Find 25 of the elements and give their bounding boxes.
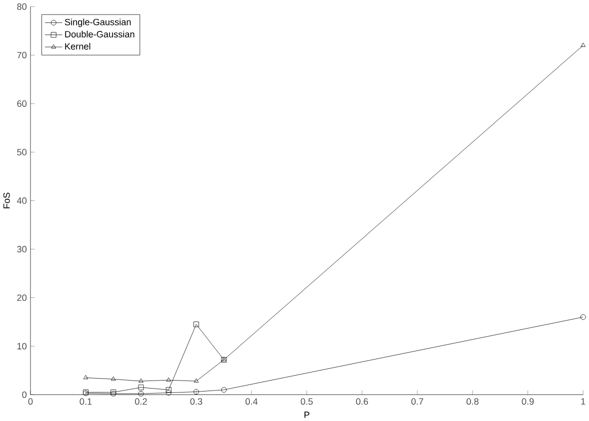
y-tick-label: 10: [17, 342, 27, 350]
x-tick-label: 0.9: [522, 398, 534, 405]
y-axis-title: FoS: [3, 192, 10, 208]
x-axis-title: P: [304, 412, 310, 418]
y-tick-label: 30: [17, 246, 27, 252]
legend-label: Single-Gaussian: [64, 18, 131, 27]
x-tick-label: 0.7: [411, 398, 424, 405]
y-tick-label: 20: [17, 294, 27, 301]
legend-label: Double-Gaussian: [65, 30, 134, 38]
x-tick-label: 0.2: [135, 398, 147, 405]
y-tick-label: 60: [17, 100, 27, 107]
y-tick-label: 70: [17, 52, 27, 58]
x-tick-label: 0: [28, 398, 33, 405]
x-tick-label: 0.4: [246, 398, 258, 405]
y-tick-label: 80: [17, 3, 27, 10]
x-tick-label: 0.6: [356, 398, 368, 405]
x-tick-label: 0.8: [466, 398, 479, 405]
y-tick-label: 40: [16, 197, 27, 204]
x-tick-label: 0.3: [190, 398, 202, 405]
legend-label: Kernel: [65, 42, 90, 50]
x-tick-label: 0.5: [300, 398, 313, 405]
x-tick-label: 0.1: [80, 398, 92, 405]
x-tick-label: 1: [581, 398, 586, 404]
y-tick-label: 0: [22, 391, 27, 398]
y-tick-label: 50: [17, 148, 27, 156]
